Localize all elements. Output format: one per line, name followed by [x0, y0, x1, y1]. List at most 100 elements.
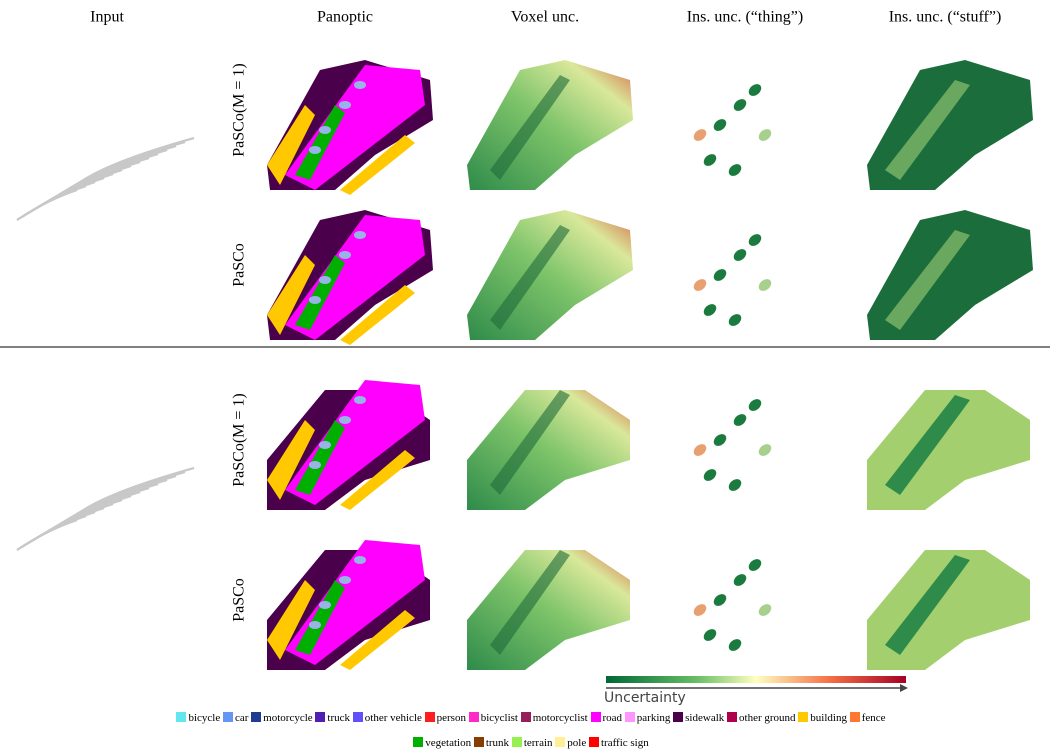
object: [319, 126, 331, 134]
input-pointcloud: [16, 137, 195, 221]
legend-label: trunk: [485, 737, 510, 749]
object: [733, 249, 747, 261]
legend-swatch: [624, 712, 635, 722]
row-label: PaSCo(M = 1): [231, 393, 248, 486]
legend-label: terrain: [523, 737, 553, 749]
object: [728, 314, 742, 326]
region: [295, 105, 345, 180]
object: [758, 604, 772, 616]
legend-swatch: [424, 712, 435, 722]
object: [354, 396, 366, 404]
object: [748, 234, 762, 246]
object: [703, 304, 717, 316]
column-header: Input: [90, 9, 124, 26]
voxel-unc-panel: [467, 390, 630, 510]
panoptic-panel: [267, 60, 433, 195]
thing-unc-panel: [693, 84, 772, 176]
legend-item: motorcyclist: [520, 712, 588, 724]
object: [693, 444, 707, 456]
legend-swatch: [251, 712, 262, 722]
object: [309, 621, 321, 629]
legend: bicycle car motorcycle truck other vehic…: [172, 706, 890, 755]
stuff-unc-panel: [867, 60, 1033, 190]
legend-label: other vehicle: [364, 712, 422, 724]
voxel-unc-panel: [467, 60, 633, 190]
region: [490, 75, 570, 180]
panoptic-panel: [267, 380, 430, 510]
object: [748, 399, 762, 411]
thing-unc-panel: [693, 234, 772, 326]
object: [354, 556, 366, 564]
object: [319, 601, 331, 609]
object: [693, 604, 707, 616]
object: [758, 279, 772, 291]
object: [748, 559, 762, 571]
region: [267, 420, 315, 500]
legend-item: building: [798, 712, 847, 724]
object: [703, 629, 717, 641]
region: [267, 580, 315, 660]
object: [713, 434, 727, 446]
column-header: Panoptic: [317, 9, 373, 26]
object: [728, 479, 742, 491]
object: [693, 279, 707, 291]
object: [309, 296, 321, 304]
voxel-unc-panel: [467, 210, 633, 340]
object: [728, 639, 742, 651]
voxel-unc-panel: [467, 550, 630, 670]
legend-label: building: [810, 712, 847, 724]
region: [490, 390, 570, 495]
column-header: Voxel unc.: [511, 9, 579, 26]
legend-swatch: [468, 712, 479, 722]
legend-item: pole: [555, 737, 586, 749]
panoptic-panel: [267, 210, 433, 345]
legend-item: fence: [849, 712, 886, 724]
legend-label: fence: [861, 712, 886, 724]
legend-swatch: [352, 712, 363, 722]
legend-item: trunk: [473, 737, 510, 749]
object: [733, 99, 747, 111]
object: [713, 119, 727, 131]
legend-swatch: [727, 712, 738, 722]
region: [340, 135, 415, 195]
object: [339, 416, 351, 424]
region: [340, 285, 415, 345]
object: [319, 276, 331, 284]
object: [758, 444, 772, 456]
legend-swatch: [413, 737, 424, 747]
legend-label: traffic sign: [600, 737, 649, 749]
legend-label: bicyclist: [480, 712, 518, 724]
legend-label: motorcyclist: [532, 712, 588, 724]
object: [339, 576, 351, 584]
object: [713, 594, 727, 606]
stuff-unc-panel: [867, 550, 1030, 670]
legend-item: vegetation: [413, 737, 471, 749]
legend-label: other ground: [739, 712, 796, 724]
legend-label: pole: [567, 737, 587, 749]
object: [703, 469, 717, 481]
region: [295, 255, 345, 330]
object: [758, 129, 772, 141]
legend-swatch: [588, 737, 599, 747]
region: [885, 80, 970, 180]
object: [728, 164, 742, 176]
object: [319, 441, 331, 449]
row-label: PaSCo: [231, 578, 248, 622]
legend-swatch: [176, 712, 187, 722]
legend-swatch: [473, 737, 484, 747]
object: [339, 101, 351, 109]
legend-item: truck: [315, 712, 350, 724]
legend-label: vegetation: [425, 737, 472, 749]
region: [490, 225, 570, 330]
thing-unc-panel: [693, 399, 772, 491]
input-pointcloud: [16, 137, 195, 221]
legend-item: other ground: [727, 712, 796, 724]
object: [354, 81, 366, 89]
region: [295, 420, 345, 495]
row-label: PaSCo(M = 1): [231, 63, 248, 156]
legend-item: person: [424, 712, 466, 724]
object: [713, 269, 727, 281]
colorbar-label: Uncertainty: [604, 690, 686, 705]
legend-swatch: [315, 712, 326, 722]
